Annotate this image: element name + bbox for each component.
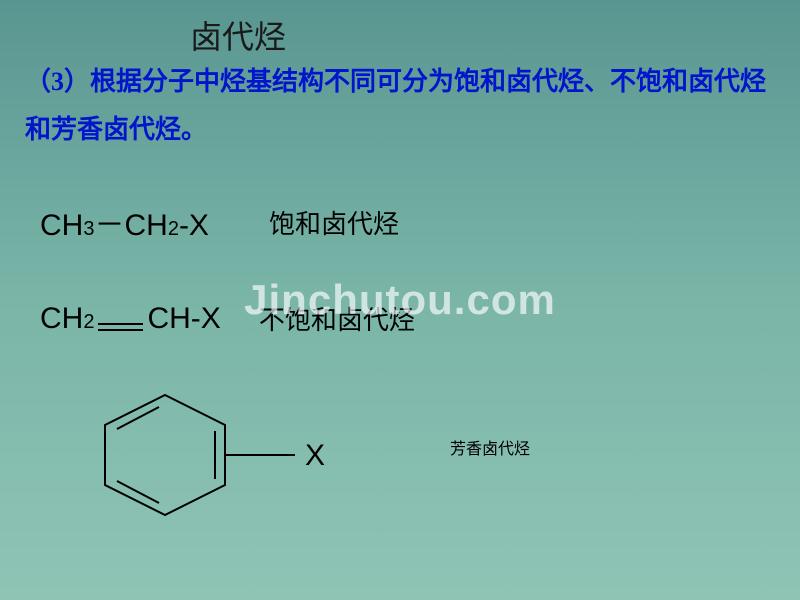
formula-sub: 3 bbox=[83, 218, 94, 241]
saturated-label: 饱和卤代烃 bbox=[269, 204, 399, 241]
saturated-formula: CH3－CH2-X bbox=[40, 200, 209, 244]
benzene-inner-bonds bbox=[117, 407, 215, 503]
unsaturated-formula: CH2 CH-X bbox=[40, 302, 221, 336]
benzene-svg: X bbox=[95, 385, 355, 535]
benzene-hexagon bbox=[105, 395, 225, 515]
classification-description: （3）根据分子中烃基结构不同可分为饱和卤代烃、不饱和卤代烃和芳香卤代烃。 bbox=[25, 58, 775, 154]
formula-part: CH-X bbox=[147, 302, 220, 336]
double-bond-icon bbox=[98, 326, 143, 328]
page-title: 卤代烃 bbox=[190, 12, 286, 58]
benzene-substituent-x: X bbox=[305, 439, 325, 472]
unsaturated-row: CH2 CH-X 不饱和卤代烃 bbox=[40, 300, 415, 337]
formula-sub: 2 bbox=[168, 218, 179, 241]
formula-sub: 2 bbox=[83, 311, 94, 334]
formula-part: CH bbox=[40, 302, 83, 336]
unsaturated-label: 不饱和卤代烃 bbox=[259, 300, 415, 337]
saturated-row: CH3－CH2-X 饱和卤代烃 bbox=[40, 200, 399, 244]
formula-part: CH bbox=[40, 209, 83, 243]
formula-part: -X bbox=[179, 209, 209, 243]
formula-part: －CH bbox=[94, 200, 167, 244]
aromatic-label: 芳香卤代烃 bbox=[450, 435, 530, 459]
benzene-structure: X bbox=[95, 385, 355, 540]
